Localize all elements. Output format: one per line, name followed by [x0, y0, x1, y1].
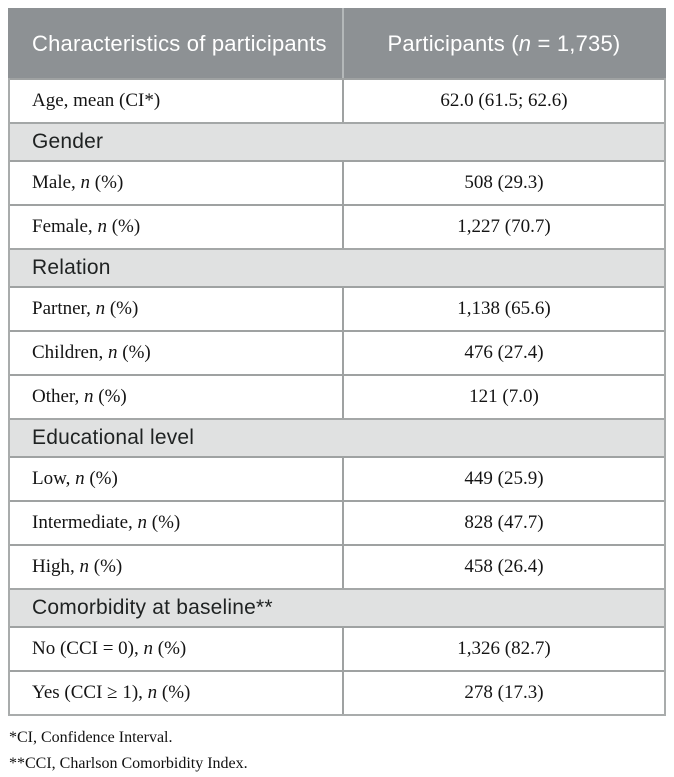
row-label: Other, n (%)	[32, 386, 127, 407]
table-row-partner: Partner, n (%) 1,138 (65.6)	[10, 286, 664, 330]
row-value: 828 (47.7)	[342, 502, 664, 544]
header-characteristics-label: Characteristics of participants	[32, 30, 327, 56]
table-row-low: Low, n (%) 449 (25.9)	[10, 456, 664, 500]
row-value: 62.0 (61.5; 62.6)	[342, 80, 664, 122]
row-label: Children, n (%)	[32, 342, 151, 363]
section-header-comorbidity: Comorbidity at baseline**	[10, 588, 664, 626]
header-cell-participants: Participants (n = 1,735)	[342, 8, 664, 78]
row-label: Low, n (%)	[32, 468, 118, 489]
row-label: High, n (%)	[32, 556, 123, 577]
header-participants-label: Participants (n = 1,735)	[387, 30, 621, 56]
row-value: 1,326 (82.7)	[342, 628, 664, 670]
row-label: Female, n (%)	[32, 216, 141, 237]
row-value: 476 (27.4)	[342, 332, 664, 374]
row-value: 1,138 (65.6)	[342, 288, 664, 330]
section-label: Relation	[32, 256, 111, 279]
row-value: 278 (17.3)	[342, 672, 664, 714]
row-label: Intermediate, n (%)	[32, 512, 181, 533]
row-label: Male, n (%)	[32, 172, 124, 193]
row-label: Partner, n (%)	[32, 298, 139, 319]
table-row-age: Age, mean (CI*) 62.0 (61.5; 62.6)	[10, 78, 664, 122]
table-row-high: High, n (%) 458 (26.4)	[10, 544, 664, 588]
footnote-cci: **CCI, Charlson Comorbidity Index.	[9, 755, 248, 772]
table-row-intermediate: Intermediate, n (%) 828 (47.7)	[10, 500, 664, 544]
table-row-yes-cci: Yes (CCI ≥ 1), n (%) 278 (17.3)	[10, 670, 664, 714]
table-header-row: Characteristics of participants Particip…	[8, 8, 666, 78]
row-label: Age, mean (CI*)	[32, 90, 161, 111]
footnote-ci: *CI, Confidence Interval.	[9, 729, 173, 746]
row-label: Yes (CCI ≥ 1), n (%)	[32, 682, 191, 703]
table-row-no-cci: No (CCI = 0), n (%) 1,326 (82.7)	[10, 626, 664, 670]
participants-table: Characteristics of participants Particip…	[8, 8, 666, 716]
row-value: 449 (25.9)	[342, 458, 664, 500]
section-header-relation: Relation	[10, 248, 664, 286]
table-row-other: Other, n (%) 121 (7.0)	[10, 374, 664, 418]
row-value: 508 (29.3)	[342, 162, 664, 204]
section-header-educational-level: Educational level	[10, 418, 664, 456]
footnotes: *CI, Confidence Interval. **CCI, Charlso…	[8, 725, 666, 777]
row-value: 1,227 (70.7)	[342, 206, 664, 248]
section-label: Gender	[32, 130, 104, 153]
section-header-gender: Gender	[10, 122, 664, 160]
table-row-children: Children, n (%) 476 (27.4)	[10, 330, 664, 374]
row-value: 121 (7.0)	[342, 376, 664, 418]
row-value: 458 (26.4)	[342, 546, 664, 588]
table-row-male: Male, n (%) 508 (29.3)	[10, 160, 664, 204]
header-cell-characteristics: Characteristics of participants	[10, 8, 342, 78]
section-label: Comorbidity at baseline**	[32, 596, 273, 619]
section-label: Educational level	[32, 426, 195, 449]
table-row-female: Female, n (%) 1,227 (70.7)	[10, 204, 664, 248]
row-label: No (CCI = 0), n (%)	[32, 638, 187, 659]
